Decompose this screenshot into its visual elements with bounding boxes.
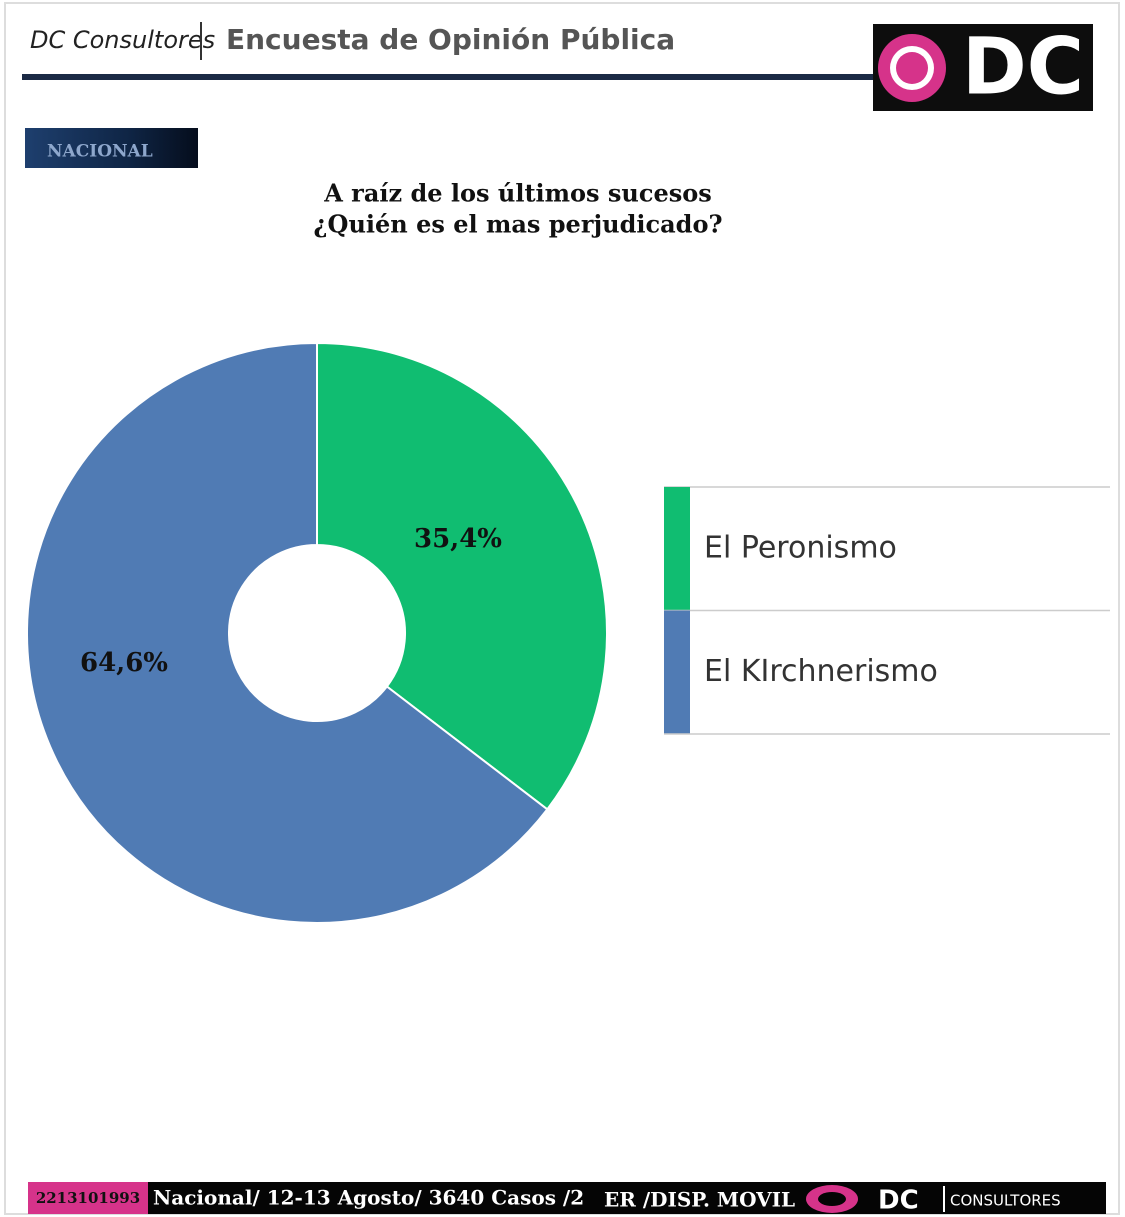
logo-text: DC <box>962 22 1084 112</box>
legend-swatch <box>664 610 690 734</box>
footer-logo: DC <box>878 1186 919 1216</box>
donut-chart: 35,4% 64,6% <box>26 341 608 924</box>
footer-bar <box>28 1182 1106 1214</box>
value-label: 35,4% <box>414 524 502 554</box>
value-label: 64,6% <box>80 648 168 678</box>
footer-info: Nacional/ 12-13 Agosto/ 3640 Casos /2 <box>153 1186 584 1210</box>
brand: DC Consultores <box>30 26 215 54</box>
footer-phone-box <box>28 1182 148 1214</box>
footer-phone: 2213101993 <box>36 1189 140 1207</box>
legend: El Peronismo El KIrchnerismo <box>664 486 1110 735</box>
footer-info2: ER /DISP. MOVIL <box>604 1188 795 1212</box>
logo-dot <box>896 52 928 84</box>
slice <box>26 341 549 924</box>
section-badge <box>25 128 198 168</box>
legend-label: El Peronismo <box>704 530 897 565</box>
legend-label: El KIrchnerismo <box>704 654 938 689</box>
legend-swatch <box>664 487 690 611</box>
section-label: NACIONAL <box>47 142 153 162</box>
footer-logo-sub: CONSULTORES <box>950 1192 1061 1210</box>
chart-title: A raíz de los últimos sucesos <box>323 179 712 208</box>
footer-logo-inner <box>818 1192 846 1206</box>
header-title: Encuesta de Opinión Pública <box>226 23 675 56</box>
chart-subtitle: ¿Quién es el mas perjudicado? <box>313 210 722 239</box>
slice <box>316 341 608 811</box>
